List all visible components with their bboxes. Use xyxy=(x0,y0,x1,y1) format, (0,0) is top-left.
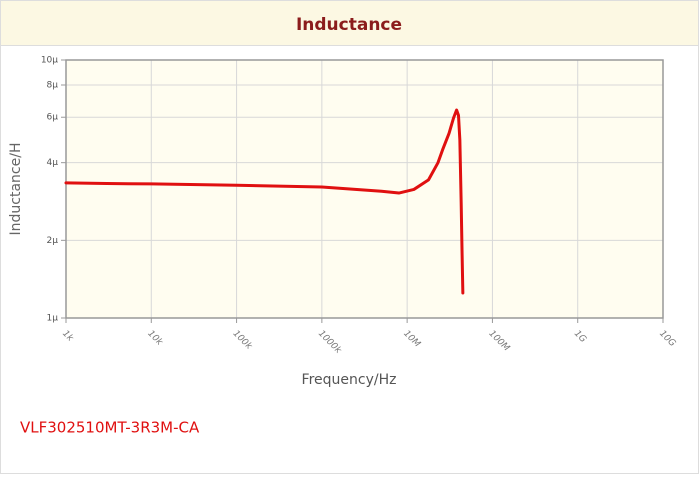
y-tick-label: 2µ xyxy=(47,236,59,246)
plot-frame xyxy=(65,59,664,319)
y-tick-label: 4µ xyxy=(47,158,59,168)
y-axis-label: Inductance/H xyxy=(8,143,24,236)
legend-entry: VLF302510MT-3R3M-CA xyxy=(20,419,200,437)
y-tick-label: 10µ xyxy=(41,56,58,66)
y-tick-label: 6µ xyxy=(47,113,59,123)
y-tick-label: 1µ xyxy=(47,314,59,324)
y-tick-label: 8µ xyxy=(47,81,59,91)
chart-title: Inductance xyxy=(296,15,402,35)
series-line xyxy=(64,108,465,295)
x-axis-label: Frequency/Hz xyxy=(302,372,397,388)
header xyxy=(0,0,699,46)
